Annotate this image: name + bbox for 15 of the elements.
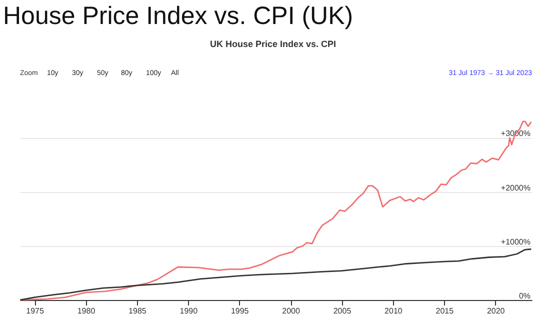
chart-title: House Price Index vs. CPI (UK) xyxy=(3,2,354,30)
x-tick-label: 2000 xyxy=(282,306,300,316)
x-tick-label: 2015 xyxy=(436,306,454,316)
x-tick-label: 1975 xyxy=(26,306,44,316)
x-tick-label: 1995 xyxy=(230,306,250,316)
x-tick-label: 1980 xyxy=(77,306,96,316)
x-tick-label: 2010 xyxy=(384,306,403,316)
x-tick-label: 1990 xyxy=(180,306,198,316)
y-tick-label: 0% xyxy=(518,292,530,300)
y-tick-label: +2000% xyxy=(500,183,530,192)
x-tick-label: 2005 xyxy=(333,306,352,316)
x-tick-label: 1985 xyxy=(128,306,147,316)
x-tick-label: 2020 xyxy=(486,306,506,316)
chart-subtitle: UK House Price Index vs. CPI xyxy=(210,39,336,49)
y-tick-label: +1000% xyxy=(500,237,530,246)
